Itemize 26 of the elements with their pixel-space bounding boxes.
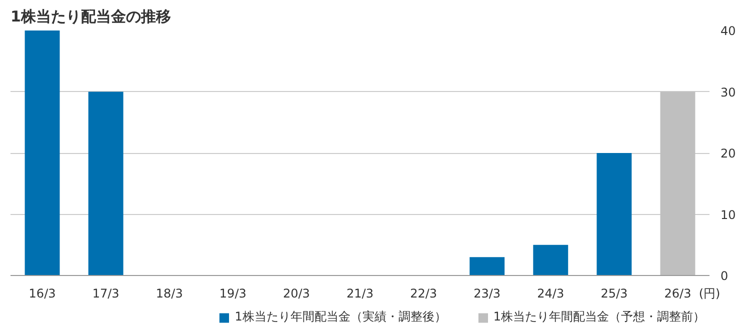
x-tick-label: 21/3 [346, 286, 374, 300]
chart-title: 1株当たり配当金の推移 [10, 8, 171, 26]
x-tick-label: 18/3 [156, 286, 183, 300]
y-axis-title: (円) [698, 286, 720, 300]
x-tick-label: 26/3 [664, 286, 692, 300]
x-tick-label: 20/3 [282, 286, 310, 300]
x-tick-label: 19/3 [219, 286, 246, 300]
bar [660, 92, 696, 276]
y-tick-label: 0 [720, 269, 728, 283]
legend-label: 1株当たり年間配当金（予想・調整前） [493, 308, 705, 326]
y-tick-label: 40 [720, 24, 736, 38]
x-tick-label: 16/3 [28, 286, 56, 300]
bar [24, 30, 60, 276]
x-tick-label: 23/3 [474, 286, 501, 300]
x-tick-label: 24/3 [537, 286, 564, 300]
bar [88, 92, 124, 276]
bar [596, 153, 632, 276]
x-tick-label: 22/3 [410, 286, 438, 300]
x-tick-label: 25/3 [600, 286, 628, 300]
bar [470, 257, 505, 276]
y-tick-label: 20 [720, 146, 736, 160]
x-tick-label: 17/3 [92, 286, 120, 300]
legend-label: 1株当たり年間配当金（実績・調整後） [234, 308, 446, 326]
bar [533, 244, 568, 276]
y-tick-label: 10 [720, 208, 736, 222]
y-tick-label: 30 [720, 85, 736, 100]
